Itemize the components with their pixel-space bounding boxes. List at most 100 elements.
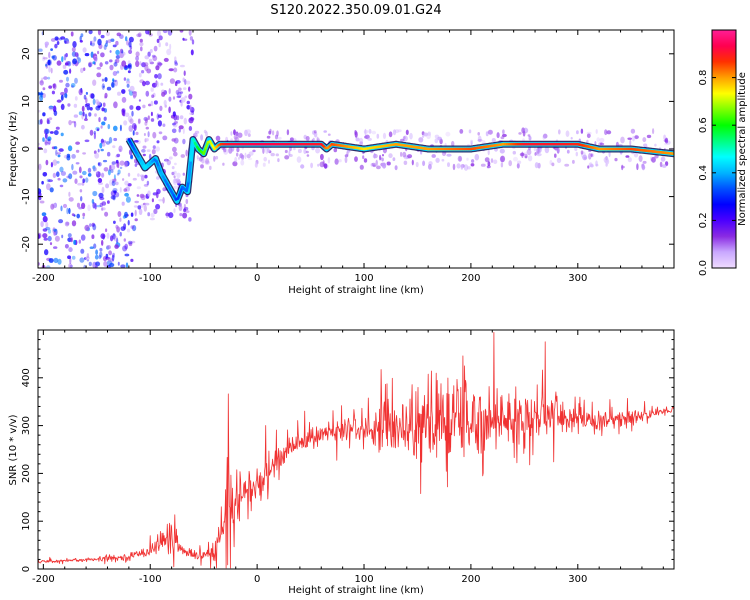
noise-blob — [127, 70, 131, 74]
noise-blob — [39, 118, 43, 125]
noise-blob — [54, 235, 60, 242]
noise-blob — [41, 180, 44, 185]
noise-blob — [277, 136, 282, 140]
noise-blob — [82, 212, 86, 217]
noise-blob — [60, 171, 66, 176]
noise-blob — [606, 130, 612, 135]
noise-blob — [38, 233, 41, 239]
noise-blob — [664, 142, 668, 146]
noise-blob — [120, 48, 124, 54]
noise-blob — [245, 129, 251, 135]
noise-blob — [634, 135, 639, 140]
colorbar-tick-label: 0.2 — [698, 212, 709, 228]
noise-blob — [427, 131, 431, 136]
noise-blob — [323, 130, 328, 133]
x-tick-label: -100 — [139, 574, 162, 585]
noise-blob — [68, 263, 73, 268]
noise-blob — [114, 178, 117, 182]
noise-blob — [437, 136, 442, 141]
noise-blob — [168, 68, 174, 72]
noise-blob — [176, 95, 182, 99]
noise-blob — [382, 154, 384, 157]
noise-blob — [127, 64, 131, 68]
noise-blob — [56, 171, 60, 177]
noise-blob — [56, 60, 62, 66]
noise-blob — [171, 138, 176, 142]
noise-blob — [305, 150, 309, 154]
noise-blob — [200, 164, 204, 169]
noise-blob — [409, 132, 413, 140]
noise-blob — [405, 129, 409, 135]
noise-blob — [48, 51, 51, 59]
noise-blob — [169, 43, 172, 50]
noise-blob — [86, 104, 91, 111]
noise-blob — [111, 254, 115, 262]
noise-blob — [135, 51, 140, 57]
noise-blob — [627, 137, 632, 140]
noise-blob — [213, 155, 216, 162]
noise-blob — [47, 138, 51, 145]
noise-blob — [78, 239, 82, 244]
noise-blob — [76, 57, 81, 62]
noise-blob — [83, 118, 88, 121]
noise-blob — [186, 80, 191, 85]
noise-blob — [152, 55, 158, 62]
noise-blob — [661, 164, 667, 168]
noise-blob — [124, 160, 128, 168]
noise-blob — [500, 155, 506, 163]
noise-blob — [103, 116, 107, 122]
noise-blob — [141, 62, 146, 68]
noise-blob — [204, 160, 210, 165]
noise-blob — [66, 76, 69, 82]
noise-blob — [363, 158, 368, 163]
noise-blob — [134, 163, 138, 167]
noise-blob — [119, 217, 122, 222]
noise-blob — [73, 239, 76, 245]
noise-blob — [107, 39, 112, 44]
noise-blob — [491, 138, 496, 143]
noise-blob — [64, 244, 69, 249]
noise-blob — [123, 120, 128, 126]
noise-blob — [306, 154, 310, 157]
noise-blob — [101, 186, 105, 194]
noise-blob — [177, 91, 182, 98]
noise-blob — [69, 68, 72, 74]
noise-blob — [587, 165, 590, 169]
noise-blob — [586, 131, 592, 135]
noise-blob — [126, 40, 129, 46]
noise-blob — [44, 41, 49, 46]
noise-blob — [155, 80, 158, 86]
noise-blob — [137, 205, 142, 210]
noise-blob — [128, 41, 132, 48]
noise-blob — [239, 153, 244, 159]
noise-blob — [45, 62, 49, 69]
noise-blob — [115, 40, 119, 46]
noise-blob — [303, 148, 307, 155]
noise-blob — [487, 161, 491, 167]
noise-blob — [162, 30, 168, 34]
noise-blob — [59, 166, 64, 173]
noise-blob — [565, 130, 570, 137]
noise-blob — [143, 133, 146, 136]
noise-blob — [604, 129, 608, 136]
noise-blob — [42, 112, 46, 117]
noise-blob — [124, 112, 130, 118]
noise-blob — [80, 33, 84, 38]
noise-blob — [41, 212, 47, 217]
noise-blob — [159, 105, 163, 112]
noise-blob — [102, 142, 106, 147]
noise-blob — [72, 58, 77, 65]
noise-blob — [582, 154, 588, 161]
noise-blob — [500, 136, 505, 140]
noise-blob — [60, 94, 64, 101]
noise-blob — [186, 105, 191, 110]
noise-blob — [490, 158, 494, 163]
snr-y-axis: 0 100 200 300 400 — [21, 339, 674, 572]
noise-blob — [135, 131, 139, 136]
noise-blob — [107, 257, 112, 262]
noise-blob — [642, 137, 647, 143]
noise-blob — [44, 128, 50, 134]
noise-blob — [43, 148, 48, 154]
noise-blob — [115, 55, 121, 59]
noise-blob — [161, 91, 166, 97]
